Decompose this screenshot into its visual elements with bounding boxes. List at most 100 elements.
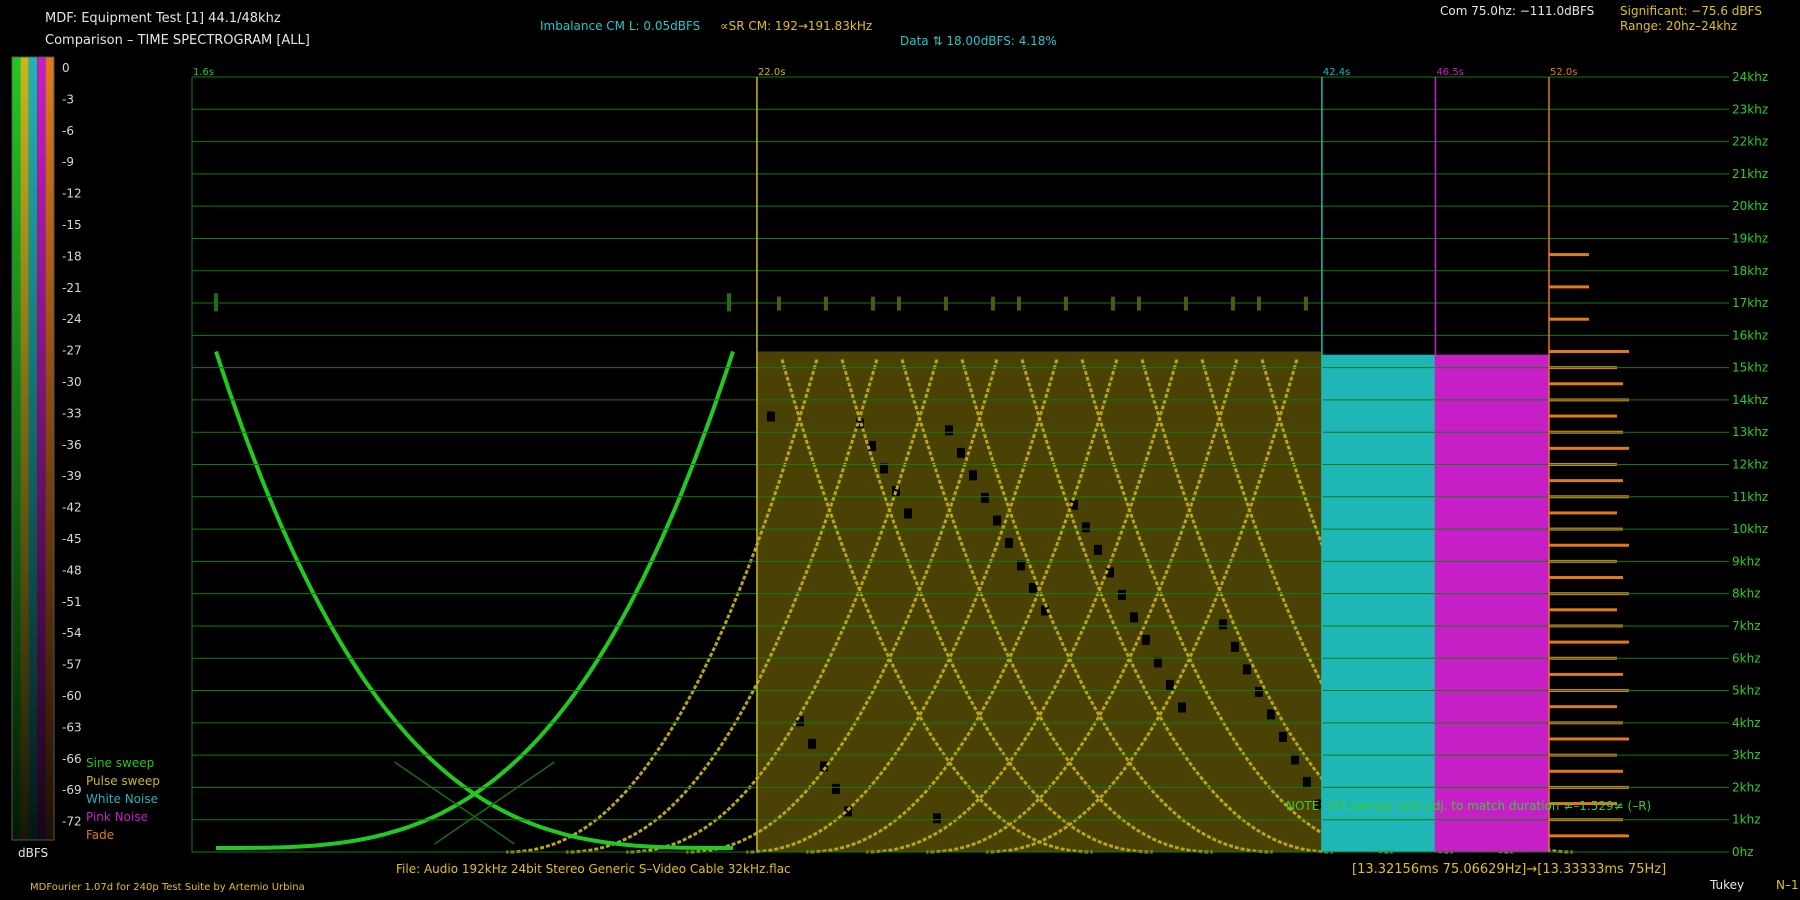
dbfs-tick-label: -72	[62, 815, 82, 829]
dbfs-tick-label: -33	[62, 406, 82, 420]
pulse-gap-mark	[1141, 634, 1150, 645]
pulse-gap-mark	[944, 425, 953, 436]
sine-harmonic-line	[434, 761, 555, 845]
fade-harmonic	[1548, 737, 1629, 741]
y-tick-label: 23khz	[1732, 102, 1768, 116]
pulse-sweep-curve-desc	[900, 359, 1213, 854]
dbfs-tick-label: -63	[62, 720, 82, 734]
pulse-gap-mark	[1230, 641, 1239, 652]
pulse-gap-mark	[992, 515, 1001, 526]
sine-spur-mark	[214, 293, 218, 312]
pulse-sweep-curve-asc	[506, 359, 819, 854]
pulse-spur-mark	[870, 296, 875, 311]
fade-harmonic	[1548, 834, 1629, 838]
pulse-gap-mark	[1165, 679, 1174, 690]
pulse-sweep-curve-asc	[686, 359, 999, 854]
app-credit: MDFourier 1.07d for 240p Test Suite by A…	[30, 882, 305, 893]
pulse-spur-mark	[990, 296, 995, 311]
pulse-spur-mark	[1303, 296, 1308, 311]
fade-harmonic	[1548, 769, 1623, 773]
dbfs-tick-label: -24	[62, 312, 82, 326]
dbfs-tick-label: -57	[62, 658, 82, 672]
pulse-gap-mark	[932, 813, 941, 824]
pulse-gap-mark	[1242, 664, 1251, 675]
pulse-spur-mark	[1016, 296, 1021, 311]
dbfs-tick-label: -21	[62, 281, 82, 295]
pulse-sweep-region	[756, 351, 1322, 852]
sine-sweep-curve-down	[214, 350, 733, 850]
dbfs-tick-label: -45	[62, 532, 82, 546]
y-tick-label: 3khz	[1732, 748, 1761, 762]
dbfs-tick-label: -3	[62, 92, 74, 106]
y-tick-label: 22khz	[1732, 135, 1768, 149]
fade-harmonic	[1548, 414, 1617, 418]
pulse-gap-mark	[1105, 567, 1114, 578]
white-noise-region	[1321, 354, 1436, 852]
pulse-sweep-curve-asc	[866, 359, 1179, 854]
y-tick-label: 10khz	[1732, 522, 1768, 536]
pulse-gap-mark	[766, 411, 775, 422]
timing-readout: [13.32156ms 75.06629Hz]→[13.33333ms 75Hz…	[1352, 862, 1667, 877]
imbalance-readout: Imbalance CM L: 0.05dBFS	[540, 19, 701, 33]
pulse-gap-mark	[1016, 560, 1025, 571]
pulse-sweep-curve-asc	[746, 359, 1059, 854]
window-title: MDF: Equipment Test [1] 44.1/48khz	[45, 11, 281, 26]
pulse-gap-mark	[903, 508, 912, 519]
dbfs-tick-label: -39	[62, 469, 82, 483]
fade-harmonic	[1548, 511, 1617, 515]
pulse-gap-mark	[1266, 709, 1275, 720]
pulse-spur-mark	[1110, 296, 1115, 311]
legend-item-fade: Fade	[86, 828, 115, 842]
dbfs-scale-band	[37, 57, 46, 840]
fade-harmonic	[1548, 705, 1617, 709]
pulse-gap-mark	[819, 761, 828, 772]
pulse-gap-mark	[956, 447, 965, 458]
pulse-sweep-curve-asc	[926, 359, 1239, 854]
pulse-gap-mark	[980, 492, 989, 503]
pulse-gap-mark	[795, 716, 804, 727]
y-tick-label: 6khz	[1732, 651, 1761, 665]
pulse-gap-mark	[807, 738, 816, 749]
sine-spur-mark	[726, 293, 731, 312]
sine-harmonic-line	[394, 761, 515, 845]
y-tick-label: 2khz	[1732, 780, 1761, 794]
fade-harmonic	[1548, 349, 1629, 353]
dbfs-tick-label: -12	[62, 187, 82, 201]
fade-harmonic	[1548, 640, 1629, 644]
segment-start-label: 22.0s	[758, 67, 785, 78]
dbfs-tick-label: -18	[62, 249, 82, 263]
legend-item-white: White Noise	[86, 792, 158, 806]
dbfs-tick-label: -48	[62, 563, 82, 577]
chart-subtitle: Comparison – TIME SPECTROGRAM [ALL]	[45, 33, 310, 48]
note-readout: NOTE: CM sample rate adj. to match durat…	[1286, 799, 1652, 813]
y-tick-label: 5khz	[1732, 684, 1761, 698]
normalization-label: N–1	[1776, 878, 1799, 892]
dbfs-scale-band	[20, 57, 29, 840]
fade-harmonic	[1548, 382, 1623, 386]
pulse-gap-mark	[1117, 589, 1126, 600]
dbfs-tick-label: -60	[62, 689, 82, 703]
legend: Sine sweep Pulse sweep White Noise Pink …	[86, 756, 160, 846]
dbfs-tick-label: -54	[62, 626, 82, 640]
fade-harmonic	[1548, 576, 1623, 580]
pulse-gap-mark	[1153, 657, 1162, 668]
pulse-gap-mark	[1302, 776, 1311, 787]
pulse-sweep-curve-desc	[1020, 359, 1333, 854]
y-tick-label: 0hz	[1732, 845, 1754, 859]
pulse-gap-mark	[968, 470, 977, 481]
dbfs-tick-label: -51	[62, 595, 82, 609]
pulse-gap-mark	[843, 806, 852, 817]
window-function: Tukey	[1710, 878, 1745, 892]
fade-harmonic	[1548, 446, 1629, 450]
y-tick-label: 16khz	[1732, 328, 1768, 342]
dbfs-tick-label: -69	[62, 783, 82, 797]
pulse-spur-mark	[776, 296, 781, 311]
y-tick-label: 8khz	[1732, 587, 1761, 601]
y-tick-label: 21khz	[1732, 167, 1768, 181]
dbfs-tick-label: 0	[62, 61, 70, 75]
dbfs-scale-band	[28, 57, 38, 840]
pulse-sweep-curve-desc	[840, 359, 1153, 854]
file-name: File: Audio 192kHz 24bit Stereo Generic …	[396, 862, 791, 876]
y-tick-label: 1khz	[1732, 813, 1761, 827]
